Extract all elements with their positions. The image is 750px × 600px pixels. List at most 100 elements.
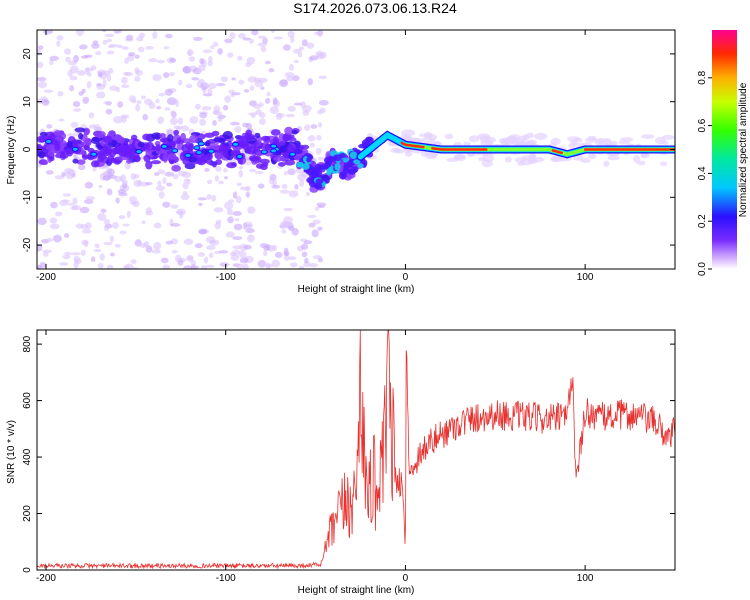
- spectrogram-cloud-blob: [113, 159, 121, 165]
- spectrogram-noise-blob: [186, 256, 194, 262]
- spectrogram-noise-blob: [252, 100, 258, 107]
- spectrogram-noise-blob: [105, 108, 113, 115]
- spectrogram-noise-blob: [170, 223, 181, 227]
- spectrogram-noise-blob: [73, 258, 82, 265]
- spectrogram-noise-blob: [193, 36, 203, 41]
- spectrogram-noise-blob: [145, 182, 153, 186]
- spectrogram-noise-blob: [279, 79, 289, 88]
- spectrogram-noise-blob: [121, 84, 130, 88]
- spectrogram-noise-blob: [104, 33, 115, 38]
- snr-ytick-label: 400: [22, 448, 33, 465]
- spectrogram-noise-blob: [231, 77, 236, 81]
- spectrogram-noise-blob: [286, 75, 294, 82]
- spectrogram-noise-blob: [287, 168, 296, 176]
- spectrogram-noise-blob: [223, 176, 229, 180]
- spectrogram-noise-blob: [134, 75, 141, 82]
- spectrogram-cloud-blob: [48, 156, 55, 162]
- spectrogram-halo-blob: [482, 154, 495, 163]
- spectrogram-cloud-blob: [66, 140, 73, 149]
- spectrogram-ytick-label: 0: [22, 146, 33, 152]
- spectrogram-noise-blob: [234, 217, 240, 222]
- spectrogram-noise-blob: [257, 183, 265, 189]
- spectrogram-noise-blob: [66, 202, 75, 206]
- spectrogram-noise-blob: [185, 83, 193, 89]
- spectrogram-noise-blob: [215, 83, 226, 87]
- spectrogram-noise-blob: [152, 31, 158, 39]
- spectrogram-cloud-blob: [206, 152, 213, 161]
- spectrogram-noise-blob: [314, 31, 319, 36]
- spectrogram-noise-blob: [203, 256, 209, 264]
- spectrogram-noise-blob: [170, 204, 179, 209]
- spectrogram-hot-spot: [184, 152, 192, 158]
- spectrogram-noise-blob: [114, 243, 121, 248]
- spectrogram-noise-blob: [213, 110, 223, 116]
- spectrogram-noise-blob: [156, 59, 165, 64]
- spectrogram-noise-blob: [285, 113, 295, 118]
- spectrogram-halo-blob: [587, 153, 597, 160]
- spectrogram-ytick-label: 20: [22, 48, 33, 60]
- snr-panel: -200 -100 0 100 0 200 400 600 800 Height of stra…: [6, 329, 676, 596]
- spectrogram-cloud-blob: [189, 134, 199, 144]
- spectrogram-halo-blob: [568, 142, 575, 149]
- spectrogram-noise-blob: [165, 240, 173, 245]
- spectrogram-cloud-blob: [72, 158, 79, 164]
- spectrogram-cloud-blob: [81, 154, 92, 159]
- spectrogram-notch-blob: [315, 171, 323, 179]
- spectrogram-notch-blob: [348, 168, 358, 174]
- spectrogram-cloud-blob: [151, 132, 162, 140]
- spectrogram-cloud-blob: [204, 141, 210, 147]
- spectrogram-noise-blob: [288, 256, 297, 261]
- spectrogram-cloud-blob: [103, 148, 113, 155]
- spectrogram-xtick-label: 0: [403, 272, 409, 283]
- spectrogram-noise-blob: [289, 35, 295, 43]
- spectrogram-noise-blob: [45, 170, 54, 175]
- spectrogram-noise-blob: [82, 96, 90, 104]
- spectrogram-noise-blob: [233, 211, 242, 217]
- spectrogram-noise-blob: [274, 251, 283, 258]
- spectrogram-noise-blob: [217, 48, 223, 55]
- spectrogram-noise-blob: [62, 199, 70, 203]
- spectrogram-noise-blob: [93, 124, 101, 132]
- spectrogram-noise-blob: [246, 56, 256, 65]
- spectrogram-noise-blob: [70, 121, 79, 129]
- spectrogram-noise-blob: [198, 228, 208, 235]
- spectrogram-cloud-blob: [201, 148, 210, 154]
- spectrogram-noise-blob: [297, 52, 303, 58]
- spectrogram-noise-blob: [126, 210, 131, 218]
- spectrogram-hot-spot: [207, 148, 215, 154]
- spectrogram-halo-blob: [550, 156, 561, 163]
- spectrogram-halo-blob: [485, 139, 494, 147]
- spectrogram-notch-blob: [308, 167, 315, 176]
- spectrogram-halo-blob: [584, 137, 599, 143]
- spectrogram-cloud-blob: [286, 144, 296, 154]
- spectrogram-noise-blob: [317, 30, 324, 37]
- spectrogram-noise-blob: [238, 79, 245, 85]
- spectrogram-noise-blob: [239, 186, 250, 191]
- snr-xtick-label: -100: [216, 573, 236, 584]
- spectrogram-notch-blob: [353, 159, 361, 165]
- spectrogram-noise-blob: [279, 189, 290, 194]
- spectrogram-noise-blob: [283, 207, 293, 212]
- spectrogram-noise-blob: [73, 108, 81, 112]
- spectrogram-noise-blob: [118, 214, 126, 220]
- spectrogram-noise-blob: [81, 229, 92, 234]
- spectrogram-noise-blob: [137, 179, 142, 186]
- spectrogram-ytick-label: -10: [22, 190, 33, 205]
- spectrogram-cloud-blob: [248, 155, 258, 162]
- spectrogram-notch-blob: [293, 149, 303, 155]
- spectrogram-halo-blob: [640, 152, 650, 159]
- spectrogram-noise-blob: [109, 252, 115, 257]
- spectrogram-noise-blob: [317, 226, 323, 231]
- spectrogram-noise-blob: [314, 206, 320, 211]
- spectrogram-noise-blob: [301, 39, 308, 47]
- spectrogram-noise-blob: [49, 217, 58, 224]
- spectrogram-noise-blob: [59, 262, 69, 266]
- colorbar-tick-label: 0.2: [697, 214, 708, 228]
- spectrogram-noise-blob: [284, 72, 295, 78]
- spectrogram-noise-blob: [69, 85, 75, 92]
- spectrogram-noise-blob: [85, 196, 96, 201]
- spectrogram-noise-blob: [101, 70, 110, 77]
- spectrogram-noise-blob: [219, 262, 230, 267]
- spectrogram-noise-blob: [141, 220, 146, 224]
- spectrogram-cloud-blob: [168, 153, 177, 160]
